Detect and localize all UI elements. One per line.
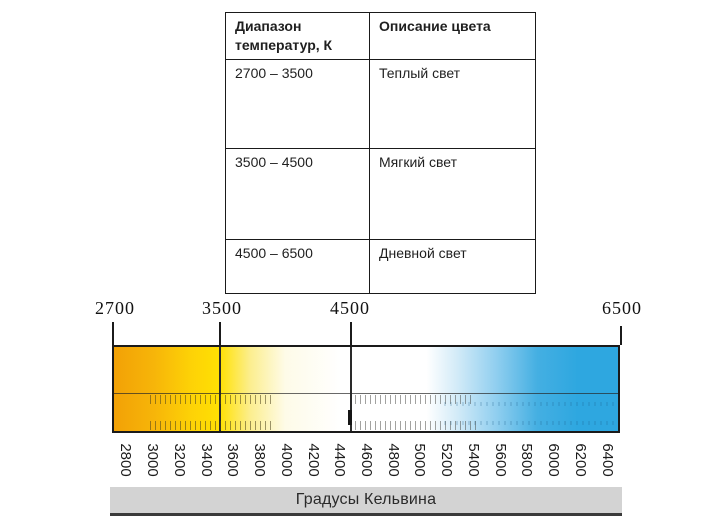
ruler-ticks-bottom-left xyxy=(150,421,274,430)
header-temperature-range: Диапазон температур, К xyxy=(225,12,370,60)
kelvin-label-3400: 3400 xyxy=(198,443,215,477)
temperature-table: Диапазон температур, К Описание цвета 27… xyxy=(225,12,536,294)
kelvin-label-6200: 6200 xyxy=(572,443,589,477)
kelvin-label-3800: 3800 xyxy=(251,443,268,477)
description-cell: Теплый свет xyxy=(369,58,536,149)
kelvin-label-5200: 5200 xyxy=(438,443,455,477)
kelvin-gradient-bar xyxy=(112,345,620,433)
range-cell: 2700 – 3500 xyxy=(225,58,370,149)
scale-tick-2700 xyxy=(112,322,114,345)
table-row: 4500 – 6500 Дневной свет xyxy=(225,238,536,294)
range-cell: 3500 – 4500 xyxy=(225,147,370,240)
speckle-band-upper xyxy=(444,402,614,406)
ruler-ticks-mid-left xyxy=(150,395,272,404)
kelvin-label-2800: 2800 xyxy=(117,443,134,477)
scale-label-4500: 4500 xyxy=(330,298,370,318)
ruler-ticks-bottom-right xyxy=(355,421,477,430)
scale-label-2700: 2700 xyxy=(95,298,135,318)
scale-tick-6500 xyxy=(620,326,622,345)
table-row: 3500 – 4500 Мягкий свет xyxy=(225,147,536,240)
kelvin-label-6000: 6000 xyxy=(545,443,562,477)
kelvin-label-3600: 3600 xyxy=(224,443,241,477)
kelvin-axis-title: Градусы Кельвина xyxy=(295,491,437,508)
bar-mark-4500 xyxy=(348,410,352,425)
bar-divider-4500 xyxy=(350,347,352,431)
scale-label-6500: 6500 xyxy=(602,298,642,318)
table-header-row: Диапазон температур, К Описание цвета xyxy=(225,12,536,60)
description-cell: Дневной свет xyxy=(369,238,536,294)
kelvin-label-3200: 3200 xyxy=(171,443,188,477)
speckle-band-lower xyxy=(444,421,618,425)
header-color-description: Описание цвета xyxy=(369,12,536,60)
range-cell: 4500 – 6500 xyxy=(225,238,370,294)
bar-divider-3500 xyxy=(219,347,221,431)
kelvin-axis-footer: Градусы Кельвина xyxy=(110,487,622,516)
bar-middle-line xyxy=(114,393,618,394)
kelvin-label-4200: 4200 xyxy=(305,443,322,477)
table-row: 2700 – 3500 Теплый свет xyxy=(225,58,536,149)
description-cell: Мягкий свет xyxy=(369,147,536,240)
kelvin-label-4400: 4400 xyxy=(331,443,348,477)
kelvin-label-5800: 5800 xyxy=(518,443,535,477)
kelvin-label-4000: 4000 xyxy=(278,443,295,477)
scale-tick-4500 xyxy=(350,322,352,345)
kelvin-label-3000: 3000 xyxy=(144,443,161,477)
kelvin-label-5400: 5400 xyxy=(465,443,482,477)
kelvin-label-4600: 4600 xyxy=(358,443,375,477)
kelvin-label-4800: 4800 xyxy=(385,443,402,477)
kelvin-label-5600: 5600 xyxy=(492,443,509,477)
kelvin-label-6400: 6400 xyxy=(599,443,616,477)
ruler-ticks-mid-right xyxy=(355,395,473,404)
kelvin-label-5000: 5000 xyxy=(411,443,428,477)
scale-tick-3500 xyxy=(219,322,221,345)
scale-label-3500: 3500 xyxy=(202,298,242,318)
